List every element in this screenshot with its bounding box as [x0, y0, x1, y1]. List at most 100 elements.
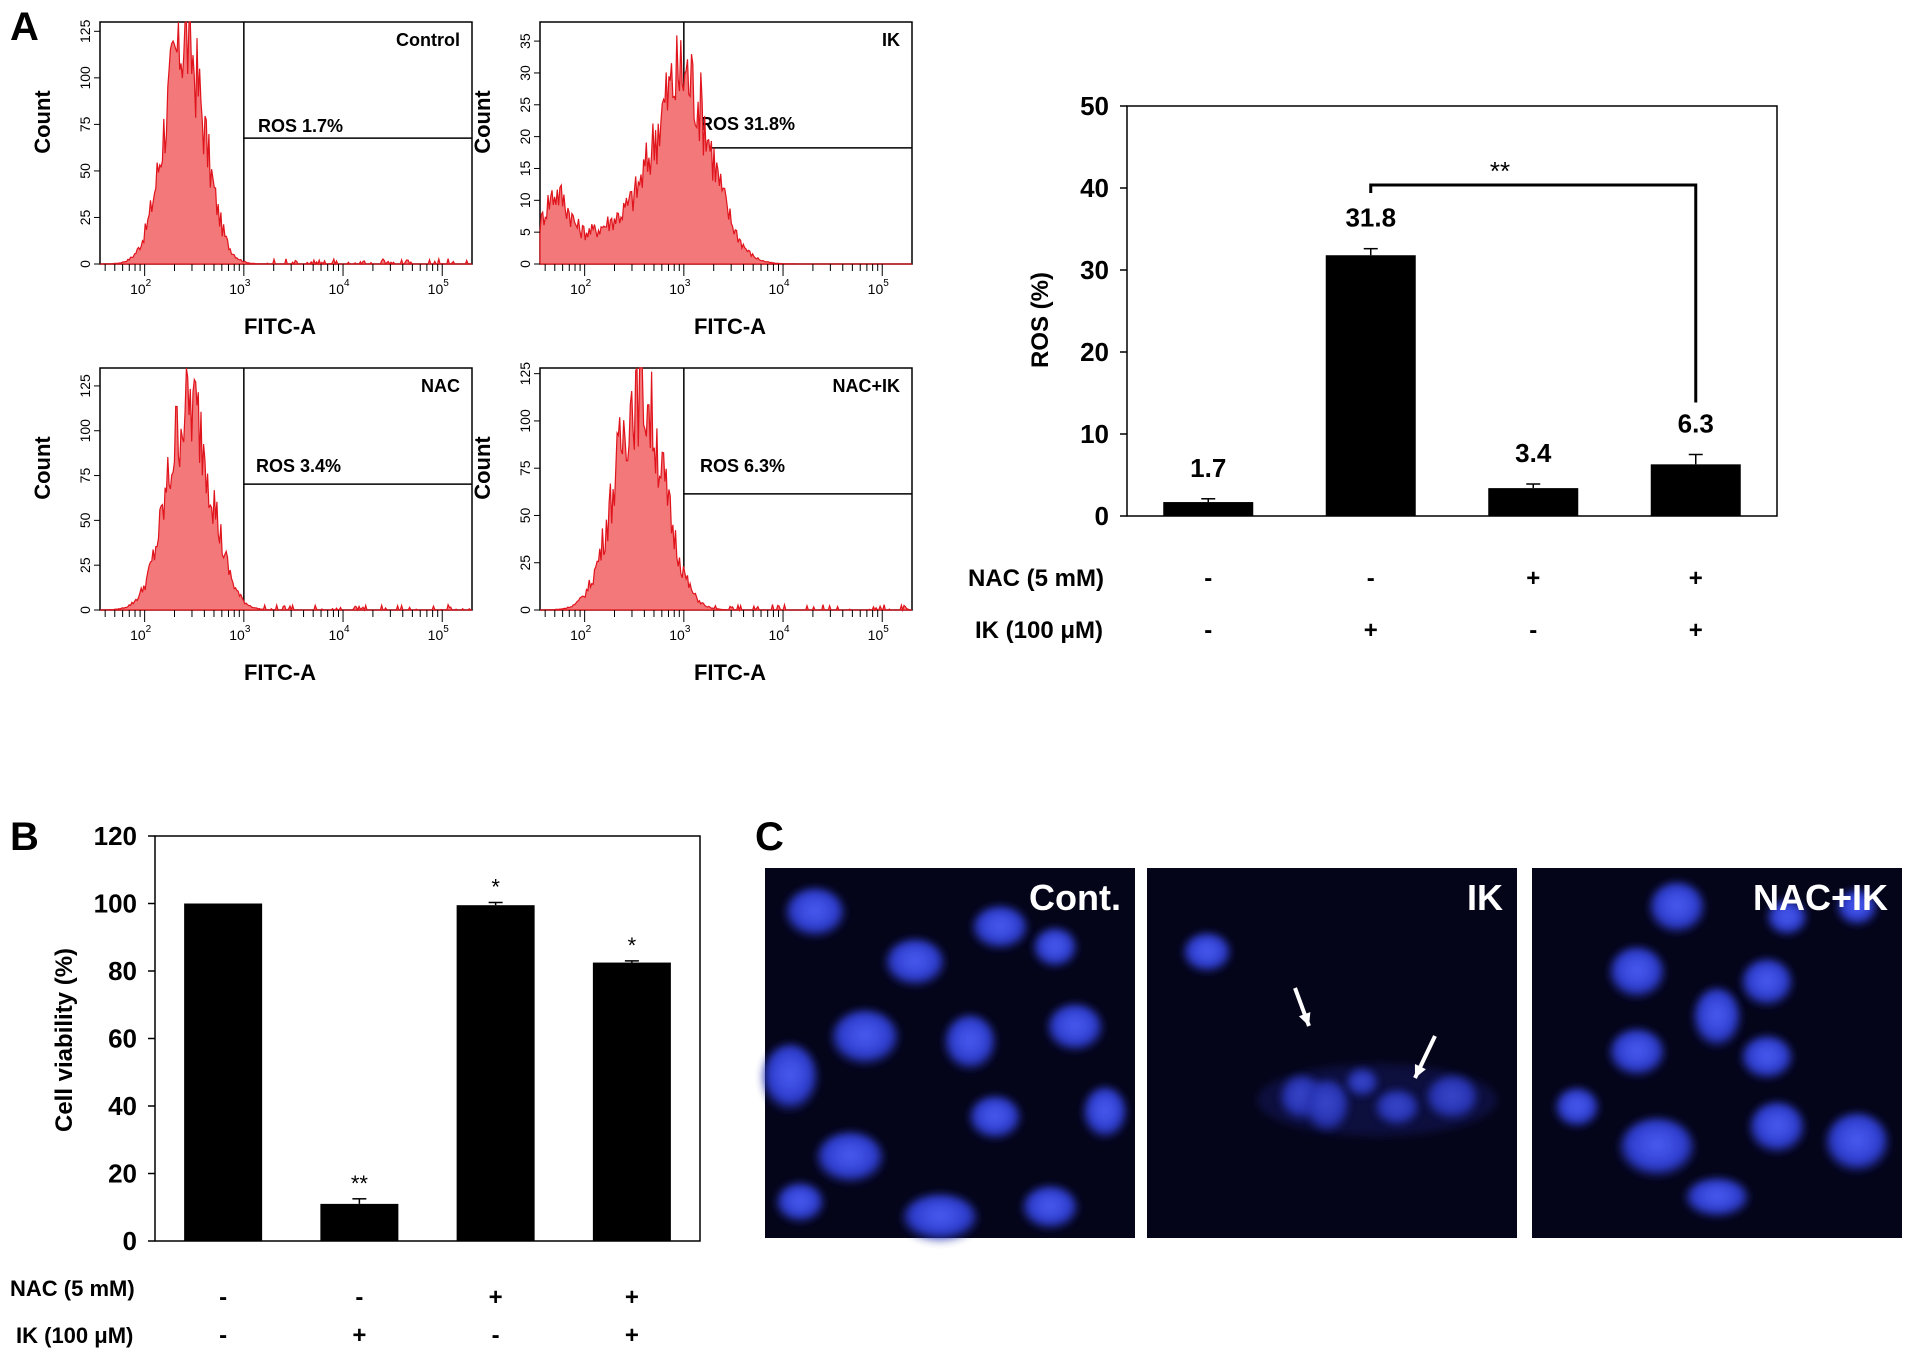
hist-xtick-exp: 2 — [586, 624, 592, 635]
micrograph-cont: Cont. — [762, 868, 1135, 1242]
histogram-nac-ik: NAC+IK ROS 6.3% FITC-A Count 02550751001… — [470, 362, 913, 685]
hist-name: Control — [396, 30, 460, 50]
nucleus — [902, 1194, 978, 1242]
histogram-nac: NAC ROS 3.4% FITC-A Count 02550751001251… — [30, 367, 473, 685]
nucleus — [1609, 1029, 1665, 1077]
arrow-head — [1298, 1012, 1311, 1026]
nucleus — [1749, 1102, 1805, 1154]
hist-xtick-label: 105 — [868, 624, 890, 643]
hist-gate-label: ROS 31.8% — [700, 114, 795, 134]
data-label: 6.3 — [1678, 409, 1714, 439]
treat-row-label-nac-b: NAC (5 mM) — [10, 1276, 135, 1301]
hist-ytick-label: 25 — [77, 557, 93, 573]
micrograph-ik: IK — [1147, 868, 1517, 1238]
ytick-label: 10 — [1080, 419, 1109, 449]
hist-xtick-label: 102 — [570, 624, 592, 643]
hist-xtick-label: 105 — [868, 278, 890, 297]
nucleus — [1741, 959, 1793, 1007]
ytick-label: 40 — [1080, 173, 1109, 203]
ytick-label: 40 — [108, 1091, 137, 1121]
hist-ytick-label: 5 — [517, 228, 533, 236]
ytick-label: 0 — [1095, 501, 1109, 531]
hist-ytick-label: 0 — [517, 606, 533, 614]
hist-xtick-exp: 5 — [883, 624, 889, 635]
hist-ylabel: Count — [470, 90, 495, 154]
treat-row-label-ik-b: IK (100 μM) — [16, 1323, 133, 1348]
ros-bar-chart: ROS (%) NAC (5 mM) IK (100 μM) ** 0 10 20 3… — [968, 91, 1778, 644]
hist-name: NAC+IK — [832, 376, 900, 396]
nucleus — [1609, 947, 1665, 999]
treat-mark: + — [625, 1322, 639, 1349]
hist-xtick-exp: 4 — [344, 278, 350, 289]
treat-mark: - — [355, 1284, 363, 1311]
ytick-label: 20 — [1080, 337, 1109, 367]
nucleus — [1047, 1004, 1103, 1052]
hist-ytick-label: 30 — [517, 65, 533, 81]
viability-ylabel: Cell viability (%) — [51, 948, 78, 1132]
hist-xtick-label: 105 — [428, 624, 450, 643]
hist-ylabel: Count — [30, 90, 55, 154]
hist-xtick-label: 104 — [768, 624, 790, 643]
nucleus — [944, 1015, 996, 1071]
nucleus — [785, 888, 845, 938]
hist-xtick-label: 103 — [229, 278, 251, 297]
hist-xtick-exp: 5 — [883, 278, 889, 289]
nucleus — [1685, 1178, 1749, 1218]
panel-label-c: C — [755, 815, 784, 859]
treat-mark: - — [1204, 617, 1212, 644]
hist-ytick-label: 25 — [517, 97, 533, 113]
treat-row-label-ik: IK (100 μM) — [975, 617, 1103, 644]
hist-area — [539, 35, 912, 265]
hist-xtick-exp: 5 — [443, 278, 449, 289]
viability-bar-chart: Cell viability (%) NAC (5 mM) IK (100 μM… — [10, 821, 701, 1349]
hist-xtick-exp: 5 — [443, 624, 449, 635]
nucleus — [885, 939, 945, 987]
hist-ytick-label: 25 — [517, 555, 533, 571]
hist-xtick-exp: 2 — [146, 278, 152, 289]
hist-ytick-label: 50 — [517, 507, 533, 523]
bar — [1163, 502, 1254, 516]
ytick-label: 30 — [1080, 255, 1109, 285]
hist-xtick-exp: 4 — [784, 624, 790, 635]
hist-area — [539, 367, 912, 613]
hist-ytick-label: 125 — [517, 362, 533, 386]
nucleus — [972, 906, 1028, 950]
hist-ytick-label: 125 — [77, 19, 93, 43]
nucleus — [1619, 1118, 1695, 1178]
treat-mark: - — [492, 1322, 500, 1349]
nucleus — [1183, 933, 1231, 973]
hist-ytick-label: 100 — [517, 409, 533, 433]
micrograph-nac-ik: NAC+IK — [1532, 868, 1902, 1238]
nucleus — [1555, 1088, 1599, 1128]
treat-mark: + — [625, 1284, 639, 1311]
data-label: 3.4 — [1515, 438, 1552, 468]
ytick-label: 50 — [1080, 91, 1109, 121]
hist-xtick-exp: 3 — [245, 278, 251, 289]
plot-frame — [1126, 105, 1778, 517]
ytick-label: 20 — [108, 1159, 137, 1189]
bar — [1325, 255, 1416, 517]
treat-mark: + — [352, 1322, 366, 1349]
hist-ytick-label: 15 — [517, 160, 533, 176]
nucleus — [1825, 1113, 1889, 1173]
hist-ytick-label: 100 — [77, 66, 93, 90]
hist-ytick-label: 0 — [517, 260, 533, 268]
hist-ytick-label: 50 — [77, 512, 93, 528]
treat-mark: - — [1529, 617, 1537, 644]
hist-xtick-exp: 3 — [685, 624, 691, 635]
hist-xtick-exp: 3 — [245, 624, 251, 635]
treat-row-label-nac: NAC (5 mM) — [968, 565, 1104, 592]
hist-ylabel: Count — [470, 436, 495, 500]
hist-ytick-label: 75 — [517, 460, 533, 476]
bar — [592, 962, 671, 1241]
hist-xtick-label: 104 — [328, 278, 350, 297]
hist-xlabel: FITC-A — [244, 314, 316, 339]
hist-xtick-label: 102 — [130, 278, 152, 297]
hist-area — [100, 21, 472, 266]
hist-xtick-label: 103 — [669, 624, 691, 643]
annotation: ** — [351, 1171, 369, 1196]
hist-xtick-exp: 2 — [146, 624, 152, 635]
panel-label-b: B — [10, 815, 39, 859]
bar — [1650, 464, 1741, 516]
